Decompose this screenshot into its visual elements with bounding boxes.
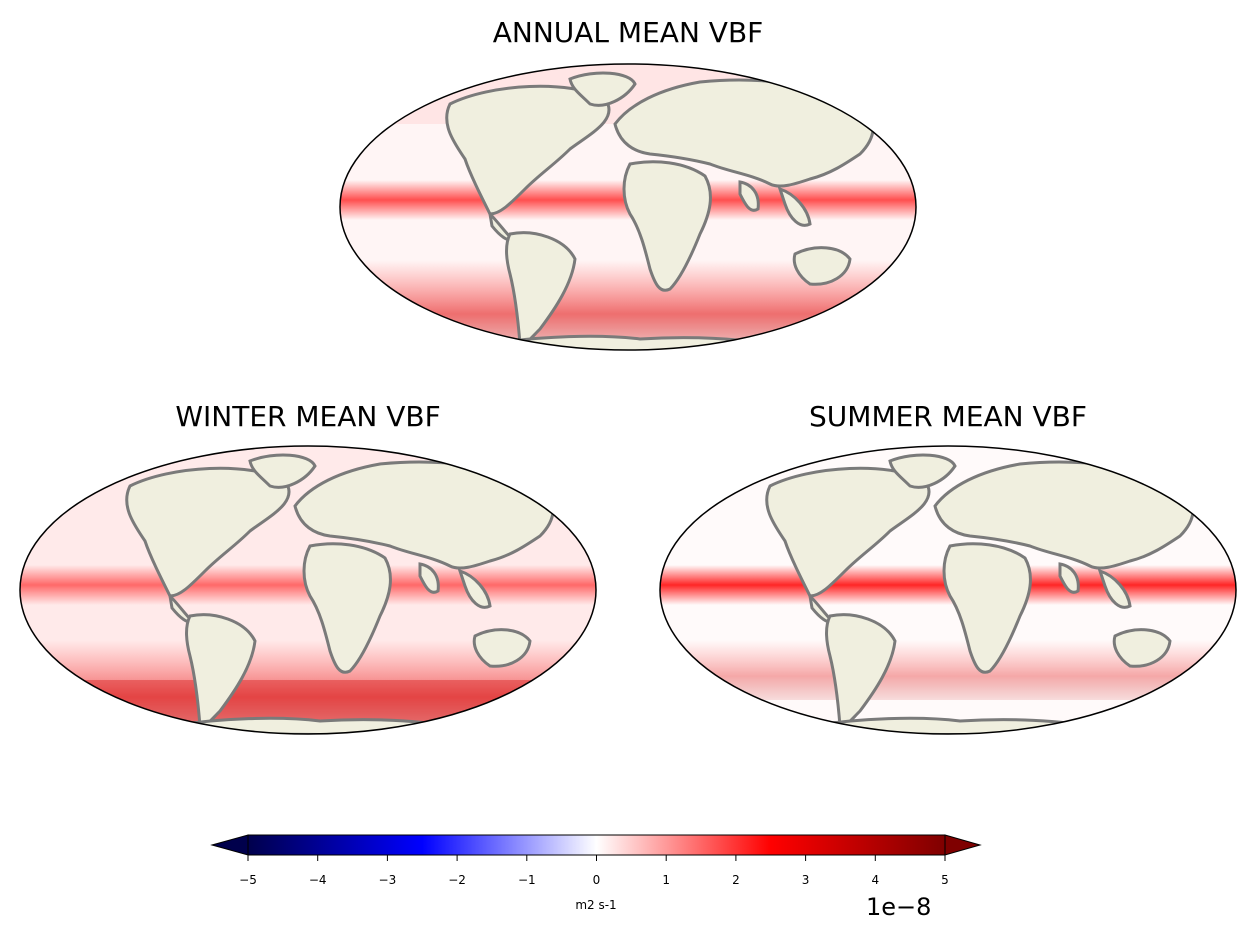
colorbar-tick-label: 3 bbox=[801, 873, 810, 887]
colorbar bbox=[210, 834, 982, 861]
colorbar-tick-label: 5 bbox=[941, 873, 949, 887]
annual-title: ANNUAL MEAN VBF bbox=[492, 16, 764, 49]
summer-title: SUMMER MEAN VBF bbox=[809, 400, 1087, 433]
colorbar-tick-label: 1 bbox=[662, 873, 671, 887]
colorbar-unit-label: m2 s-1 bbox=[575, 898, 617, 912]
colorbar-scale-label: 1e−8 bbox=[866, 893, 932, 921]
winter-title: WINTER MEAN VBF bbox=[175, 400, 441, 433]
colorbar-tick-label: −3 bbox=[378, 873, 397, 887]
colorbar-tick-label: 2 bbox=[732, 873, 740, 887]
colorbar-max-extend bbox=[944, 834, 982, 856]
colorbar-tick-label: −2 bbox=[448, 873, 466, 887]
colorbar-tick-label: 4 bbox=[871, 873, 880, 887]
colorbar-tick-label: −5 bbox=[239, 873, 257, 887]
summer-map bbox=[659, 445, 1237, 735]
colorbar-tick-label: −1 bbox=[517, 873, 536, 887]
colorbar-min-extend bbox=[210, 834, 249, 856]
colorbar-tick-label: 0 bbox=[592, 873, 601, 887]
annual-map bbox=[339, 63, 917, 351]
colorbar-tick-label: −4 bbox=[308, 873, 327, 887]
winter-map bbox=[19, 445, 597, 735]
colorbar-gradient bbox=[247, 834, 946, 856]
